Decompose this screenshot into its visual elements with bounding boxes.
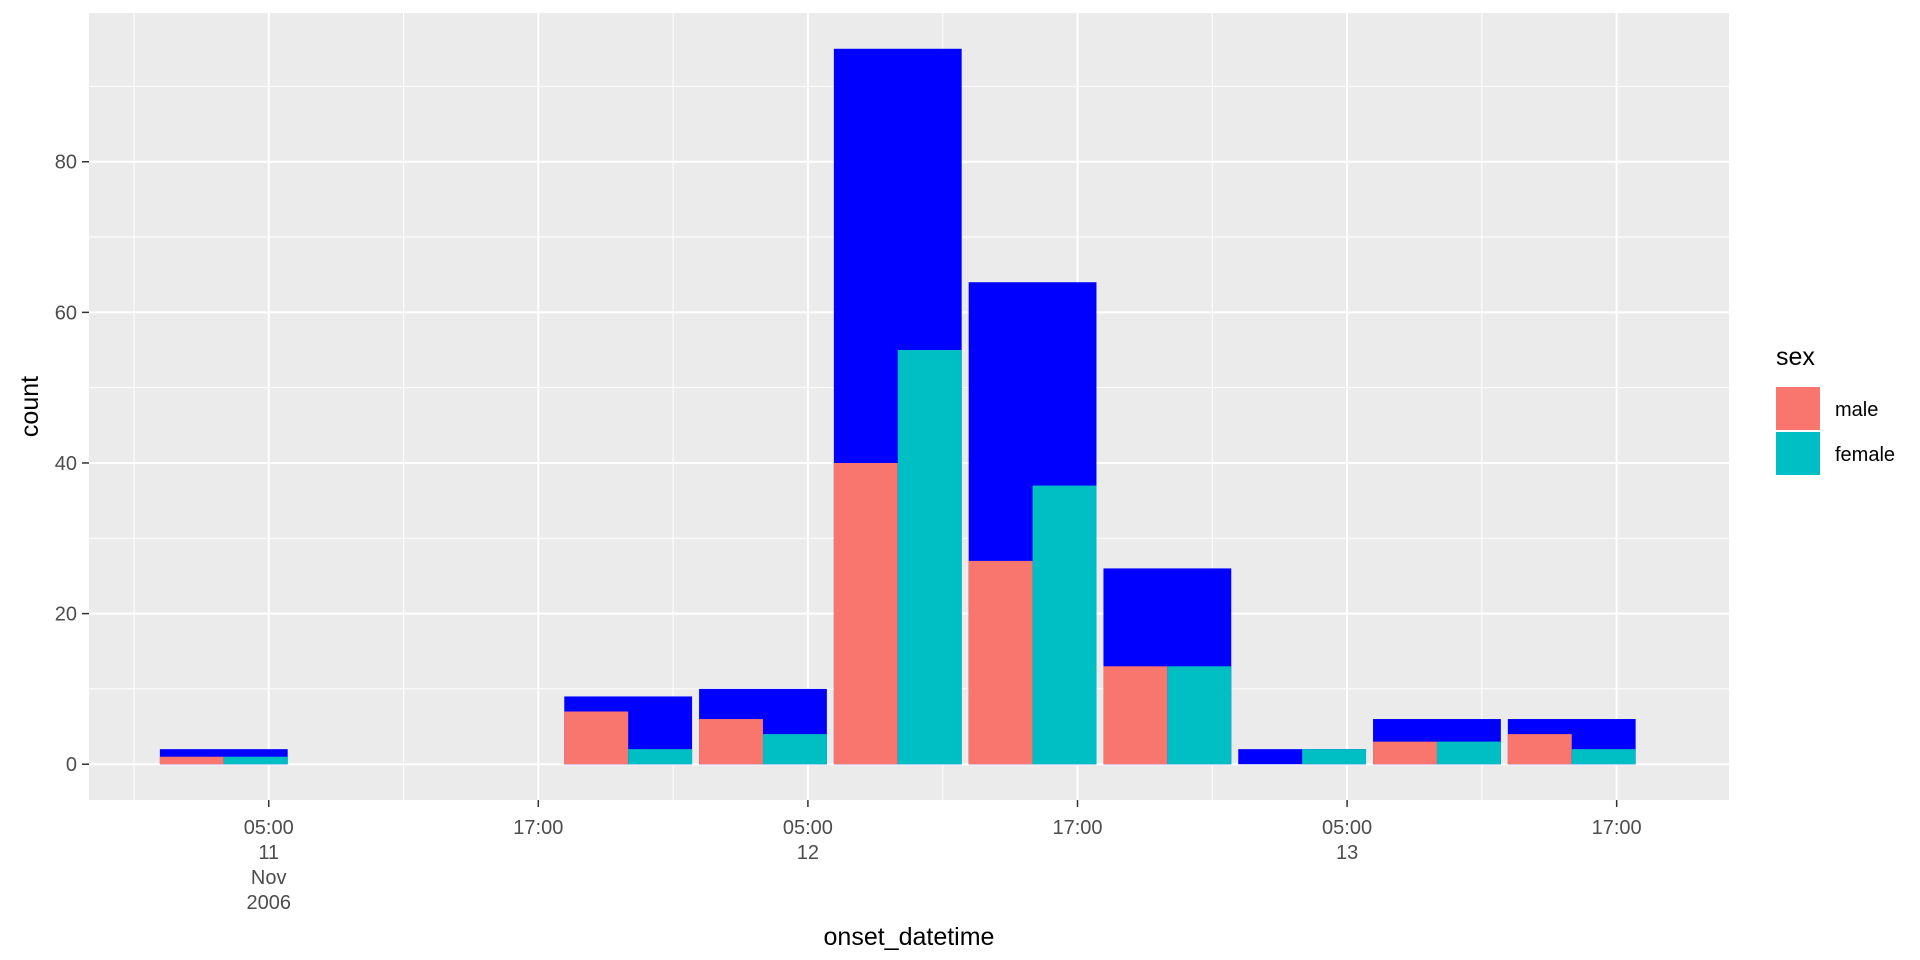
bar-male-2: [564, 711, 629, 765]
x-tick-label: 05:00 12: [783, 817, 833, 864]
bar-female-7: [1302, 749, 1367, 765]
x-tick-label-line: 05:00: [244, 817, 294, 839]
legend: sex male female: [1776, 343, 1895, 475]
bar-male-4: [833, 462, 898, 765]
bar-female-2: [628, 749, 693, 765]
bar-male-8: [1373, 741, 1437, 765]
bar-female-4: [897, 350, 962, 765]
legend-key-male: [1776, 387, 1820, 430]
bar-male-1: [159, 756, 224, 765]
y-tick-label: 20: [55, 604, 77, 626]
bar-female-8: [1436, 741, 1501, 765]
bar-male-3: [699, 719, 763, 765]
bar-male-9: [1507, 734, 1572, 765]
sex-bars: [159, 350, 1636, 765]
x-axis-ticks: 05:00 11 Nov 2006 17:00 05:00 12 17:00 05:00 13 17…: [244, 800, 1642, 914]
bar-female-5: [1032, 485, 1097, 765]
bar-female-9: [1571, 749, 1636, 765]
bar-female-3: [762, 734, 827, 765]
x-tick-label: 17:00: [513, 817, 563, 839]
x-tick-label-line: 17:00: [1592, 817, 1642, 839]
y-tick-label: 60: [55, 302, 77, 324]
x-tick-label-line: 05:00: [783, 817, 833, 839]
legend-label-male: male: [1835, 399, 1878, 421]
x-tick-label-line: 2006: [246, 892, 291, 914]
x-tick-label-line: 05:00: [1322, 817, 1372, 839]
bar-male-6: [1103, 666, 1168, 765]
legend-label-female: female: [1835, 444, 1895, 466]
x-tick-label-line: 11: [258, 842, 279, 864]
legend-key-female: [1776, 432, 1820, 475]
x-tick-label-line: 13: [1336, 842, 1358, 864]
x-tick-label: 17:00: [1052, 817, 1102, 839]
bar-female-1: [223, 756, 288, 765]
bar-female-6: [1167, 666, 1232, 765]
x-tick-label-line: 12: [797, 842, 819, 864]
x-tick-label: 05:00 13: [1322, 817, 1372, 864]
y-axis-title: count: [16, 376, 44, 437]
y-tick-label: 0: [66, 754, 77, 776]
x-tick-label: 17:00: [1592, 817, 1642, 839]
x-tick-label: 05:00 11 Nov 2006: [244, 817, 294, 914]
y-tick-label: 80: [55, 152, 77, 174]
x-tick-label-line: 17:00: [513, 817, 563, 839]
x-tick-label-line: 17:00: [1052, 817, 1102, 839]
y-tick-label: 40: [55, 453, 77, 475]
legend-title: sex: [1776, 343, 1815, 371]
x-tick-label-line: Nov: [251, 867, 287, 889]
y-axis-ticks: 0 20 40 60 80: [55, 152, 89, 776]
x-axis-title: onset_datetime: [824, 923, 995, 951]
bar-male-5: [968, 560, 1033, 765]
